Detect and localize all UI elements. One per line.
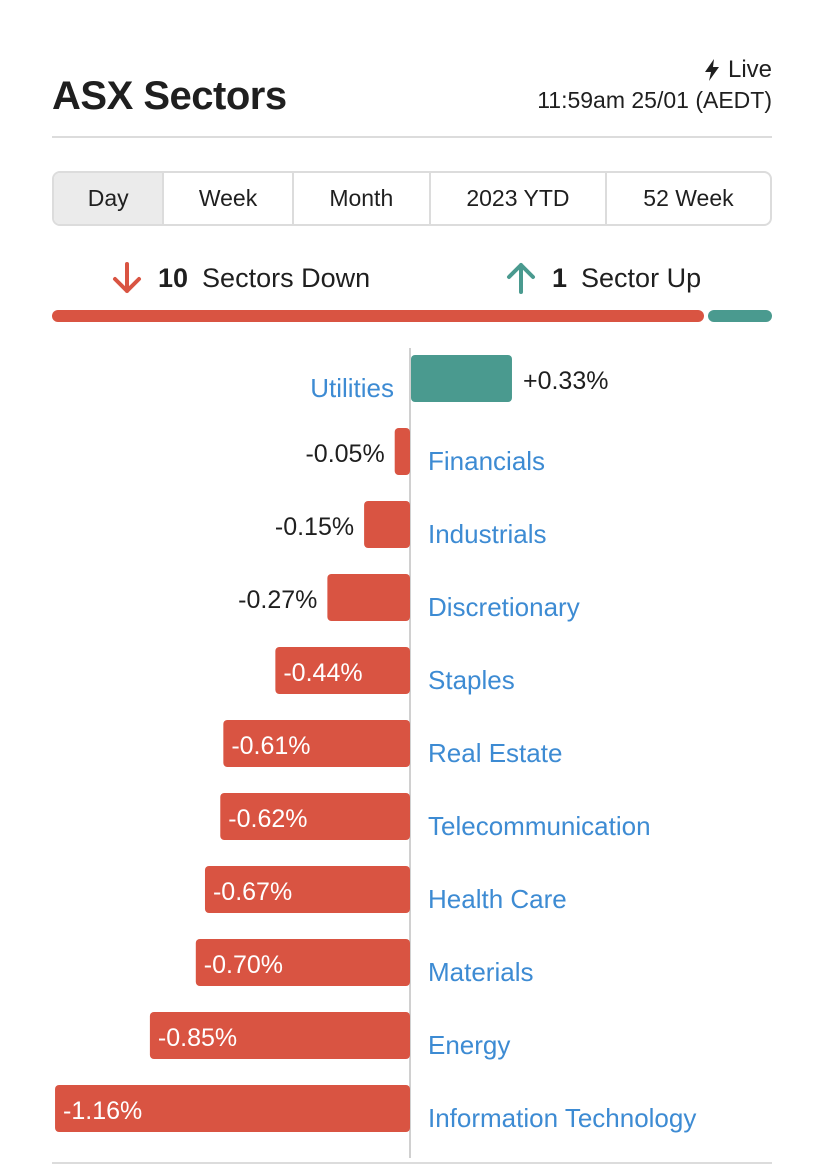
sector-link-telecommunication[interactable]: Telecommunication (428, 811, 651, 841)
bar-health-care (204, 866, 410, 913)
page-title: ASX Sectors (52, 74, 287, 118)
arrow-up-icon (507, 263, 535, 294)
value-label-energy: -0.85% (158, 1024, 237, 1052)
period-tabs: Day Week Month 2023 YTD 52 Week (52, 171, 772, 226)
tab-day[interactable]: Day (54, 173, 165, 224)
bar-telecommunication (220, 793, 410, 840)
bar-utilities (411, 355, 512, 402)
live-label: Live (727, 56, 772, 83)
sector-bar-chart: +0.33% Utilities -0.05% Financials -0.15% Ind… (55, 348, 696, 1158)
sector-link-materials[interactable]: Materials (428, 957, 533, 987)
value-label-real-estate: -0.61% (231, 732, 310, 760)
bar-industrials (364, 501, 410, 548)
sector-link-industrials[interactable]: Industrials (428, 519, 547, 549)
bar-energy (149, 1012, 410, 1059)
bar-financials (394, 428, 410, 475)
value-label-utilities: +0.33% (523, 367, 609, 395)
bar-discretionary (327, 574, 410, 621)
bottom-divider (52, 1162, 772, 1164)
value-label-discretionary: -0.27% (238, 586, 317, 614)
value-label-health-care: -0.67% (213, 878, 292, 906)
bar-real-estate (223, 720, 410, 767)
sector-link-financials[interactable]: Financials (428, 446, 545, 476)
sector-link-health-care[interactable]: Health Care (428, 884, 567, 914)
tab-week[interactable]: Week (164, 173, 294, 224)
sectors-down-summary: 10 Sectors Down (110, 256, 370, 300)
arrow-down-icon (113, 262, 141, 293)
tab-2023-ytd[interactable]: 2023 YTD (431, 173, 607, 224)
value-label-telecommunication: -0.62% (228, 805, 307, 833)
tab-52-week[interactable]: 52 Week (643, 185, 734, 211)
sector-link-discretionary[interactable]: Discretionary (428, 592, 580, 622)
sector-link-utilities[interactable]: Utilities (310, 373, 394, 403)
live-indicator: Live (704, 56, 772, 84)
sector-up-summary: 1 Sector Up (504, 256, 701, 300)
sector-link-energy[interactable]: Energy (428, 1030, 510, 1060)
value-label-industrials: -0.15% (275, 513, 354, 541)
tab-month[interactable]: Month (294, 173, 431, 224)
value-label-financials: -0.05% (305, 440, 384, 468)
header: ASX Sectors Live 11:59am 25/01 (AEDT) (52, 52, 772, 138)
up-label: Sector Up (581, 262, 702, 293)
bar-staples (275, 647, 410, 694)
bar-materials (195, 939, 410, 986)
value-label-staples: -0.44% (283, 659, 362, 687)
bar-information-technology (55, 1085, 410, 1132)
timestamp: 11:59am 25/01 (AEDT) (537, 87, 772, 113)
sector-link-real-estate[interactable]: Real Estate (428, 738, 562, 768)
up-count: 1 (552, 262, 568, 293)
down-ratio-bar (52, 310, 704, 322)
value-label-materials: -0.70% (204, 951, 283, 979)
down-label: Sectors Down (202, 262, 371, 293)
down-count: 10 (158, 262, 189, 293)
sector-link-staples[interactable]: Staples (428, 665, 515, 695)
up-ratio-bar (708, 310, 772, 322)
value-label-information-technology: -1.16% (63, 1097, 142, 1125)
sector-link-information-technology[interactable]: Information Technology (428, 1103, 696, 1133)
lightning-icon (704, 59, 719, 81)
